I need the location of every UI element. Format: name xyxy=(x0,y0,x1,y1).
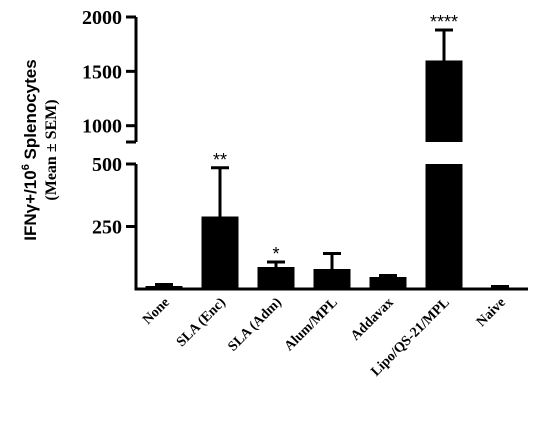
bars xyxy=(145,60,519,289)
significance-labels: ******* xyxy=(213,12,458,264)
significance-label: **** xyxy=(430,12,458,32)
y-axis-label-sub: (Mean ± SEM) xyxy=(43,99,60,200)
bar xyxy=(425,164,463,289)
bar-upper-segment xyxy=(425,60,463,143)
bar xyxy=(313,269,351,289)
x-tick-label: SLA (Enc) xyxy=(174,295,229,350)
axes xyxy=(126,17,528,291)
bar xyxy=(481,287,519,289)
error-bars xyxy=(155,28,509,288)
x-tick-label: SLA (Adm) xyxy=(226,295,286,355)
y-tick-label: 250 xyxy=(92,217,122,239)
bar xyxy=(201,216,239,289)
x-tick-label: Addavax xyxy=(348,295,397,344)
bar xyxy=(369,277,407,289)
x-tick-label: None xyxy=(140,295,173,328)
y-axis-label-main: IFNγ+/106 Splenocytes xyxy=(20,59,40,240)
y-tick-label: 1000 xyxy=(82,116,122,138)
x-tick-labels: None SLA (Enc)SLA (Adm)Alum/MPL AddavaxLip… xyxy=(140,295,509,380)
y-ticks: 250 500 1000 1500 2000 xyxy=(82,7,136,239)
significance-label: * xyxy=(272,244,279,264)
y-tick-label: 500 xyxy=(92,154,122,176)
y-axis-label: IFNγ+/106 Splenocytes (Mean ± SEM) xyxy=(20,59,60,240)
significance-label: ** xyxy=(213,150,227,170)
bar xyxy=(257,267,295,289)
x-tick-label: Alum/MPL xyxy=(282,295,341,354)
x-tick-label: Naive xyxy=(474,295,509,330)
y-tick-label: 2000 xyxy=(82,7,122,29)
bar xyxy=(145,286,183,289)
y-tick-label: 1500 xyxy=(82,61,122,83)
